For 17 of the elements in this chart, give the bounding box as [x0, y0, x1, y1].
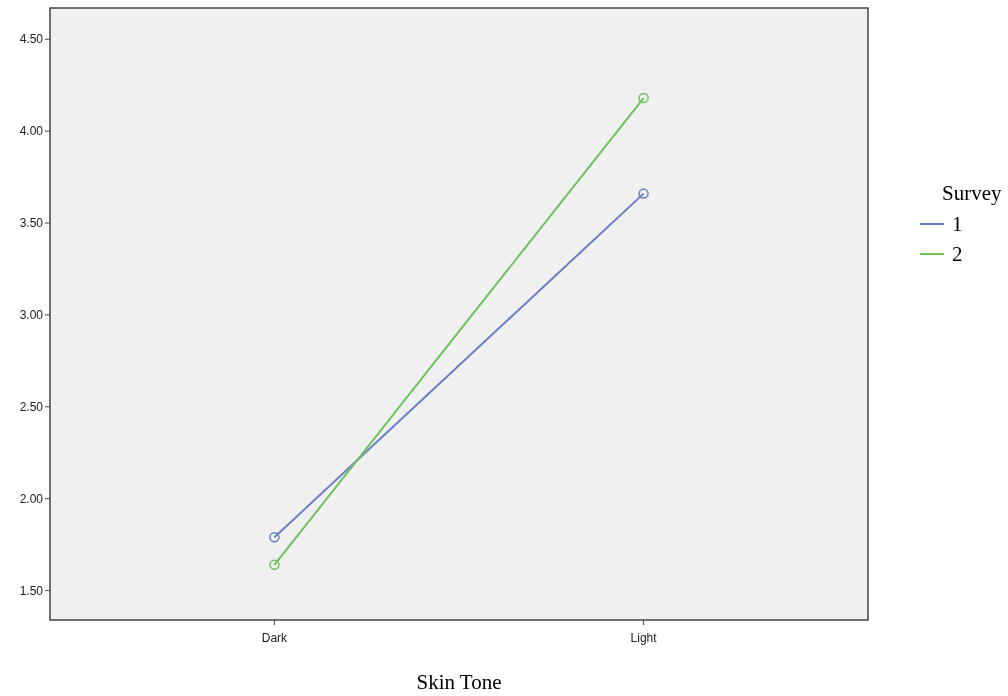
point	[638, 188, 649, 199]
y-tick-label: 2.00	[19, 491, 44, 506]
y-tick-label: 4.00	[19, 124, 44, 139]
x-tick-label: Dark	[261, 631, 289, 645]
point	[269, 559, 280, 571]
y-tick-label: 3.00	[19, 308, 44, 323]
x-tick-label: Light	[630, 631, 658, 645]
y-tick-label: 3.50	[19, 216, 44, 231]
point	[269, 532, 280, 543]
point	[638, 92, 649, 104]
y-tick-label: 4.50	[19, 32, 44, 47]
x-axis-title: Skin Tone	[416, 670, 502, 694]
y-tick-label: 2.50	[19, 400, 44, 415]
y-tick-label: 1.50	[19, 583, 44, 598]
legend-label: 1	[952, 212, 963, 237]
legend-title: Survey	[942, 181, 1002, 205]
legend-label: 2	[952, 242, 963, 267]
